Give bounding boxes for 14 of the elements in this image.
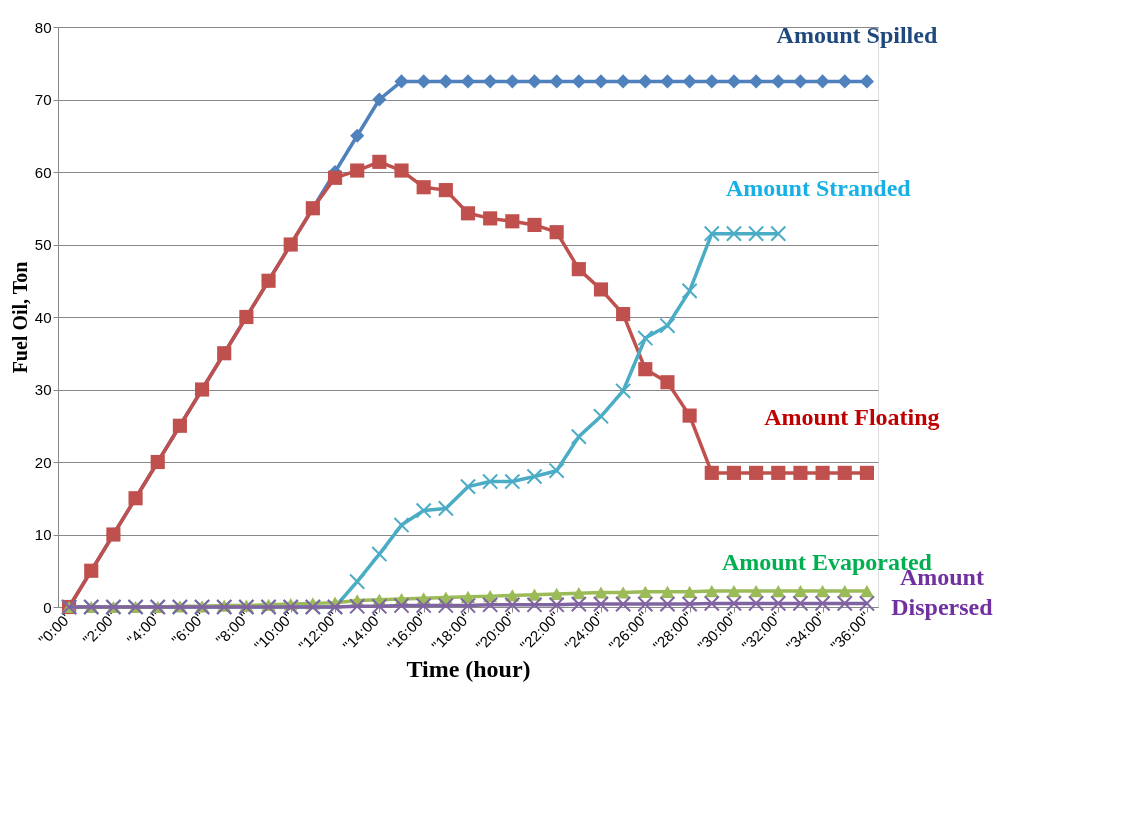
y-tick-label: 50: [34, 236, 52, 253]
series-label: Amount Stranded: [725, 174, 912, 201]
y-axis-title: Fuel Oil, Ton: [8, 261, 31, 374]
y-tick-label: 40: [34, 308, 52, 326]
y-tick-label: 30: [34, 381, 52, 398]
y-tick-label: 80: [34, 18, 52, 36]
x-axis-title: Time (hour): [406, 656, 531, 683]
y-tick-label: 0: [43, 598, 52, 616]
series-label: Amount Floating: [764, 403, 940, 430]
y-tick-label: 10: [34, 526, 52, 543]
y-tick-label: 70: [34, 91, 52, 108]
series-label: Amount Spilled: [776, 22, 938, 49]
y-tick-label: 60: [34, 163, 52, 181]
y-tick-label: 20: [34, 453, 52, 471]
